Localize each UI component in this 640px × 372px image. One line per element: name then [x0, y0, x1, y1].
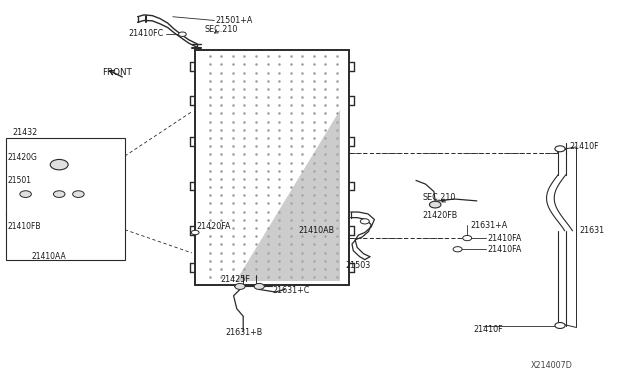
- Text: 21410F: 21410F: [570, 142, 599, 151]
- Text: 21501: 21501: [7, 176, 31, 185]
- Text: 21501+A: 21501+A: [215, 16, 252, 25]
- Circle shape: [555, 146, 565, 152]
- Circle shape: [429, 201, 441, 208]
- Text: 21631: 21631: [579, 226, 604, 235]
- Circle shape: [54, 191, 65, 198]
- Circle shape: [191, 230, 199, 235]
- Circle shape: [20, 191, 31, 198]
- Circle shape: [179, 32, 186, 36]
- Text: 21420FB: 21420FB: [422, 211, 458, 220]
- Circle shape: [235, 283, 245, 289]
- Text: 21631+B: 21631+B: [225, 328, 262, 337]
- Text: 21410FA: 21410FA: [488, 234, 522, 243]
- Circle shape: [453, 247, 462, 252]
- Text: 21410FC: 21410FC: [128, 29, 163, 38]
- Text: 21503: 21503: [346, 262, 371, 270]
- Text: FRONT: FRONT: [102, 68, 132, 77]
- Text: X214007D: X214007D: [531, 361, 573, 370]
- Circle shape: [254, 283, 264, 289]
- Text: 21410AB: 21410AB: [298, 226, 334, 235]
- Text: 21631+A: 21631+A: [470, 221, 508, 230]
- Circle shape: [73, 191, 84, 198]
- Text: 21410AA: 21410AA: [32, 252, 67, 261]
- Text: SEC.210: SEC.210: [205, 25, 238, 34]
- Text: 21631+C: 21631+C: [272, 286, 309, 295]
- Polygon shape: [236, 110, 340, 281]
- Text: 21410F: 21410F: [474, 325, 503, 334]
- Text: 21420G: 21420G: [7, 153, 37, 162]
- Text: 21425F: 21425F: [221, 275, 251, 283]
- FancyBboxPatch shape: [6, 138, 125, 260]
- Text: 21410FA: 21410FA: [488, 245, 522, 254]
- Text: SEC.210: SEC.210: [422, 193, 456, 202]
- Circle shape: [463, 235, 472, 241]
- Circle shape: [360, 219, 369, 224]
- Circle shape: [51, 160, 68, 170]
- Circle shape: [555, 323, 565, 328]
- Text: 21410FB: 21410FB: [7, 222, 40, 231]
- Text: 21432: 21432: [13, 128, 38, 137]
- Text: 21420FA: 21420FA: [196, 222, 231, 231]
